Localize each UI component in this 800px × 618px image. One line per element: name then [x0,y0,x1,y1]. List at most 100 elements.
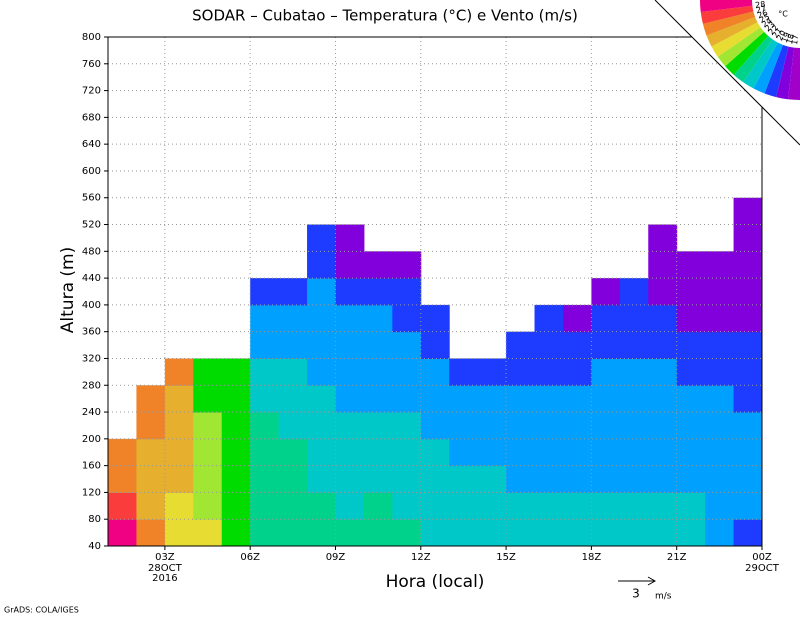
temperature-cell [278,358,308,386]
temperature-cell [307,412,336,440]
temperature-cell [335,278,365,306]
y-tick-label: 560 [82,193,101,204]
temperature-cell [420,358,450,386]
temperature-cell [108,465,137,493]
y-tick-label: 360 [82,327,101,338]
colorbar-swatch [733,35,773,83]
temperature-cell [676,331,706,359]
temperature-cell [733,358,763,386]
temperature-cell [307,304,336,333]
temperature-cell [733,385,763,413]
temperature-cell [307,224,336,252]
temperature-cell [619,492,649,520]
y-tick-label: 120 [82,487,101,498]
y-tick-label: 280 [82,380,101,391]
temperature-cell [307,331,336,359]
temperature-cell [164,385,194,413]
temperature-cell [562,331,592,359]
temperature-cell [250,278,280,306]
temperature-cell [733,224,763,252]
colorbar-swatch [753,42,783,94]
temperature-cell [193,438,223,467]
temperature-cell [562,385,592,413]
colorbar-swatch [725,31,769,75]
temperature-cell [733,304,763,333]
temperature-cell [705,438,735,467]
temperature-cell [534,438,564,467]
temperature-cell [562,304,592,333]
x-tick-label: 12Z [411,552,431,563]
temperature-cell [164,492,194,520]
contour-field [108,197,763,547]
temperature-cell [307,385,336,413]
temperature-cell [335,331,365,359]
temperature-cell [676,519,706,547]
temperature-cell [733,465,763,493]
temperature-cell [250,492,280,520]
temperature-cell [221,438,251,467]
temperature-cell [278,331,308,359]
temperature-cell [648,438,678,467]
temperature-cell [534,465,564,493]
colorbar-label: 17 [790,34,800,45]
y-tick-label: 800 [82,32,101,43]
temperature-cell [307,465,336,493]
y-tick-label: 640 [82,139,101,150]
temperature-cell [449,385,479,413]
y-tick-label: 240 [82,407,101,418]
temperature-cell [506,412,536,440]
colorbar-swatch [706,17,758,47]
wind-reference-unit: m/s [655,592,672,602]
temperature-cell [420,304,450,333]
temperature-cell [733,278,763,306]
temperature-cell [392,358,422,386]
temperature-cell [392,492,422,520]
wind-reference-value: 3 [632,587,640,601]
temperature-cell [477,465,507,493]
temperature-cell [335,224,365,252]
temperature-cell [477,412,507,440]
temperature-cell [705,465,735,493]
temperature-cell [591,331,621,359]
temperature-cell [562,492,592,520]
colorbar-swatch [776,46,795,100]
temperature-cell [705,412,735,440]
temperature-cell [136,412,166,440]
temperature-cell [619,304,649,333]
temperature-cell [392,412,422,440]
temperature-cell [250,438,280,467]
temperature-cell [562,358,592,386]
y-tick-label: 320 [82,353,101,364]
temperature-cell [477,519,507,547]
colorbar-label: 20 [775,29,788,42]
y-tick-label: 520 [82,220,101,231]
temperature-cell [363,385,393,413]
temperature-cell [449,465,479,493]
temperature-cell [562,438,592,467]
temperature-cell [221,385,251,413]
colorbar-label: 18 [785,33,796,45]
temperature-cell [250,358,280,386]
y-tick-label: 760 [82,59,101,70]
temperature-cell [335,519,365,547]
y-tick-label: 400 [82,300,101,311]
colorbar-swatch [700,0,753,13]
temperature-cell [307,492,336,520]
temperature-cell [477,492,507,520]
temperature-cell [278,304,308,333]
temperature-cell [676,278,706,306]
x-tick-label: 18Z [582,552,602,563]
x-tick-label: 21Z [667,552,687,563]
temperature-cell [534,385,564,413]
temperature-cell [193,492,223,520]
colorbar-swatch [787,47,800,100]
temperature-cell [420,465,450,493]
temperature-cell [705,331,735,359]
temperature-cell [392,278,422,306]
temperature-cell [733,492,763,520]
temperature-cell [648,224,678,252]
temperature-cell [164,438,194,467]
x-tick-label: 03Z [155,552,175,563]
temperature-cell [392,304,422,333]
